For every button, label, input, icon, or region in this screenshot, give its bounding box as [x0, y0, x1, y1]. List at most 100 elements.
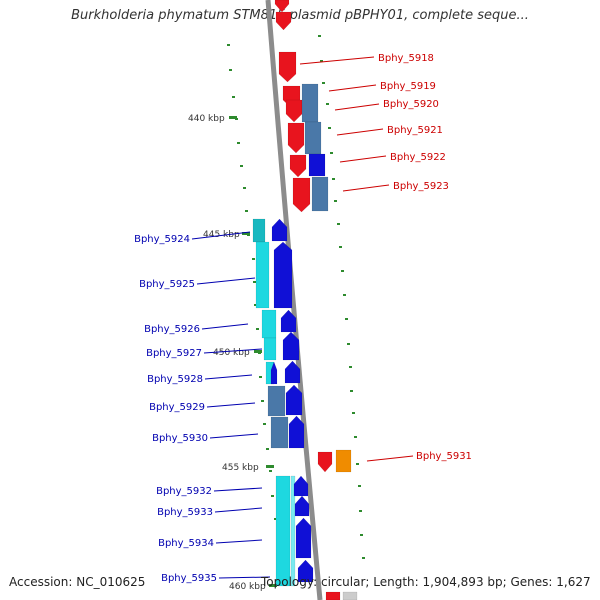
gene-block[interactable] [270, 416, 289, 449]
scale-dash [320, 60, 323, 62]
map-title: Burkholderia phymatum STM815 plasmid pBP… [71, 8, 529, 23]
gene-label[interactable]: Bphy_5927 [146, 348, 202, 359]
scale-dash [259, 376, 262, 378]
gene-block[interactable] [290, 475, 296, 587]
gene-block[interactable] [311, 176, 329, 212]
gene-label[interactable]: Bphy_5920 [383, 99, 439, 110]
gene-arrow[interactable] [282, 331, 300, 361]
scale-dash [360, 534, 363, 536]
scale-dash [256, 328, 259, 330]
gene-label[interactable]: Bphy_5935 [161, 573, 217, 584]
scale-dash [358, 485, 361, 487]
label-leader-line [206, 402, 256, 408]
gene-block[interactable] [263, 337, 277, 361]
scale-dash [354, 436, 357, 438]
gene-label[interactable]: Bphy_5928 [147, 374, 203, 385]
label-leader-line [213, 487, 263, 492]
scale-dash [232, 96, 235, 98]
label-leader-line [204, 374, 253, 380]
gene-arrow[interactable] [295, 517, 312, 559]
gene-label[interactable]: Bphy_5925 [139, 279, 195, 290]
gene-arrow[interactable] [285, 384, 303, 416]
label-leader-line [196, 277, 256, 285]
label-leader-line [366, 455, 414, 462]
kbp-tick-mark [229, 116, 237, 119]
gene-block[interactable] [304, 121, 322, 155]
gene-arrow[interactable] [275, 11, 292, 31]
gene-arrow[interactable] [294, 495, 310, 517]
gene-block[interactable] [252, 218, 266, 243]
topology-text: Topology: circular; Length: 1,904,893 bp… [261, 575, 591, 589]
gene-label[interactable]: Bphy_5934 [158, 538, 214, 549]
label-leader-line [336, 128, 384, 136]
scale-dash [350, 390, 353, 392]
gene-label[interactable]: Bphy_5918 [378, 53, 434, 64]
scale-dash [330, 152, 333, 154]
label-leader-line [334, 103, 380, 111]
scale-dash [345, 318, 348, 320]
gene-arrow[interactable] [285, 99, 303, 123]
kbp-tick-mark [266, 465, 274, 468]
scale-dash [328, 127, 331, 129]
gene-label[interactable]: Bphy_5926 [144, 324, 200, 335]
gene-label[interactable]: Bphy_5932 [156, 486, 212, 497]
label-leader-line [218, 576, 271, 579]
gene-block[interactable] [255, 241, 270, 309]
gene-label[interactable]: Bphy_5933 [157, 507, 213, 518]
kbp-tick-mark [269, 584, 277, 587]
scale-dash [252, 258, 255, 260]
gene-arrow[interactable] [289, 154, 307, 178]
gene-block[interactable] [261, 309, 277, 339]
scale-dash [339, 246, 342, 248]
gene-label[interactable]: Bphy_5924 [134, 234, 190, 245]
gene-arrow[interactable] [274, 0, 290, 13]
gene-arrow[interactable] [292, 177, 311, 213]
gene-block[interactable] [325, 591, 341, 600]
gene-block[interactable] [301, 83, 319, 123]
gene-label[interactable]: Bphy_5931 [416, 451, 472, 462]
gene-label[interactable]: Bphy_5922 [390, 152, 446, 163]
accession-text: Accession: NC_010625 [9, 575, 146, 589]
scale-dash [347, 343, 350, 345]
gene-block[interactable] [267, 385, 286, 417]
gene-block[interactable] [342, 591, 358, 600]
label-leader-line [339, 155, 387, 163]
gene-arrow[interactable] [280, 309, 297, 333]
gene-arrow[interactable] [293, 475, 309, 497]
gene-label[interactable]: Bphy_5923 [393, 181, 449, 192]
scale-dash [253, 281, 256, 283]
gene-arrow[interactable] [278, 51, 297, 83]
scale-dash [334, 200, 337, 202]
gene-label[interactable]: Bphy_5919 [380, 81, 436, 92]
label-leader-line [299, 56, 375, 65]
gene-arrow[interactable] [317, 451, 333, 473]
gene-block[interactable] [275, 475, 291, 587]
kbp-tick-label: 450 kbp [213, 348, 250, 358]
gene-label[interactable]: Bphy_5929 [149, 402, 205, 413]
gene-arrow[interactable] [270, 361, 278, 385]
gene-arrow[interactable] [273, 241, 293, 309]
scale-dash [240, 165, 243, 167]
gene-arrow[interactable] [271, 218, 288, 242]
scale-dash [343, 294, 346, 296]
scale-dash [245, 210, 248, 212]
scale-dash [263, 423, 266, 425]
scale-dash [269, 470, 272, 472]
gene-label[interactable]: Bphy_5921 [387, 125, 443, 136]
gene-arrow[interactable] [288, 415, 305, 449]
scale-dash [243, 187, 246, 189]
gene-block[interactable] [308, 153, 326, 177]
kbp-tick-mark [242, 232, 250, 235]
gene-block[interactable] [335, 449, 352, 473]
gene-arrow[interactable] [287, 122, 305, 154]
gene-arrow[interactable] [297, 559, 314, 583]
label-leader-line [191, 231, 251, 240]
kbp-tick-label: 460 kbp [229, 582, 266, 592]
gene-arrow[interactable] [284, 360, 301, 384]
scale-dash [326, 103, 329, 105]
gene-label[interactable]: Bphy_5930 [152, 433, 208, 444]
scale-dash [237, 142, 240, 144]
label-leader-line [203, 348, 263, 354]
backbone-line [265, 0, 323, 600]
